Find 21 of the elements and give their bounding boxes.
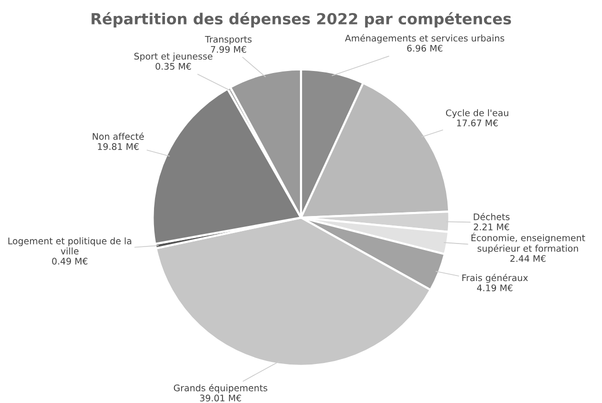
data-label: 39.01 M€ (200, 394, 242, 402)
slice-label: Transports (204, 36, 252, 44)
slice-label: Frais généraux (462, 274, 528, 283)
data-label: 19.81 M€ (98, 143, 139, 150)
data-label: 0.35 M€ (156, 62, 191, 70)
data-label: 7.99 M€ (210, 46, 246, 53)
data-label: 2.21 M€ (474, 223, 510, 230)
slice-label: Non affecté (92, 132, 144, 140)
slice-label: Sport et jeunesse (134, 52, 212, 62)
slice-label: Grands équipements (174, 384, 268, 394)
slice-label: Économie, enseignement supérieur et formation (471, 232, 586, 254)
slice-label: Déchets (474, 212, 510, 220)
slice-label: Cycle de l'eau (446, 109, 508, 118)
data-label: 17.67 M€ (457, 120, 498, 126)
chart-title: Répartition des dépenses 2022 par compétences (92, 12, 512, 28)
data-label: 0.49 M€ (52, 258, 88, 265)
slice-label: Aménagements et services urbains (344, 34, 504, 44)
data-label: 6.96 M€ (407, 44, 442, 52)
slice-label: Logement et politique de la ville (8, 237, 132, 254)
data-label: 2.44 M€ (510, 255, 546, 262)
data-label: 4.19 M€ (477, 284, 512, 292)
